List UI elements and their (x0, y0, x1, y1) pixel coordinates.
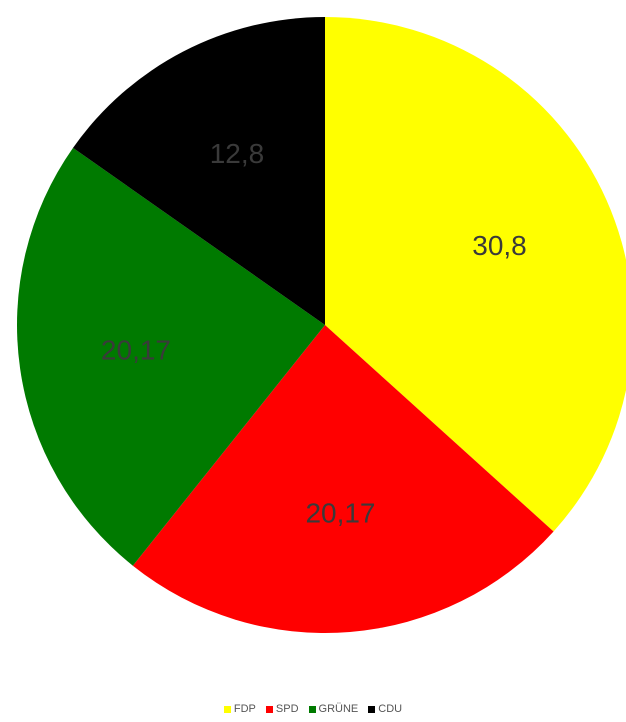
legend-swatch-gruene (308, 705, 316, 713)
pie-slice-gruene[interactable] (17, 147, 326, 566)
legend-label-fdp: FDP (233, 703, 256, 715)
legend-label-cdu: CDU (378, 703, 403, 715)
legend-swatch-spd (265, 705, 273, 713)
legend-label-gruene: GRÜNE (318, 703, 359, 715)
data-label-gruene: 20,17 (101, 334, 171, 365)
legend-label-spd: SPD (275, 703, 299, 715)
data-label-cdu: 12,8 (210, 138, 265, 169)
data-label-spd: 20,17 (305, 498, 375, 529)
legend-item-gruene[interactable]: GRÜNE (308, 703, 359, 715)
pie-data-labels: 30,8 20,17 20,17 12,8 (101, 138, 527, 529)
data-label-fdp: 30,8 (472, 230, 527, 261)
legend-item-fdp[interactable]: FDP (223, 703, 256, 715)
legend: FDP SPD GRÜNE CDU (0, 703, 626, 715)
pie-slices (17, 17, 626, 633)
legend-item-cdu[interactable]: CDU (368, 703, 402, 715)
pie-slice-spd[interactable] (132, 325, 554, 633)
legend-item-spd[interactable]: SPD (265, 703, 299, 715)
legend-swatch-fdp (223, 705, 231, 713)
pie-slice-fdp[interactable] (325, 17, 626, 532)
pie-slice-cdu[interactable] (73, 17, 326, 325)
legend-swatch-cdu (368, 705, 376, 713)
